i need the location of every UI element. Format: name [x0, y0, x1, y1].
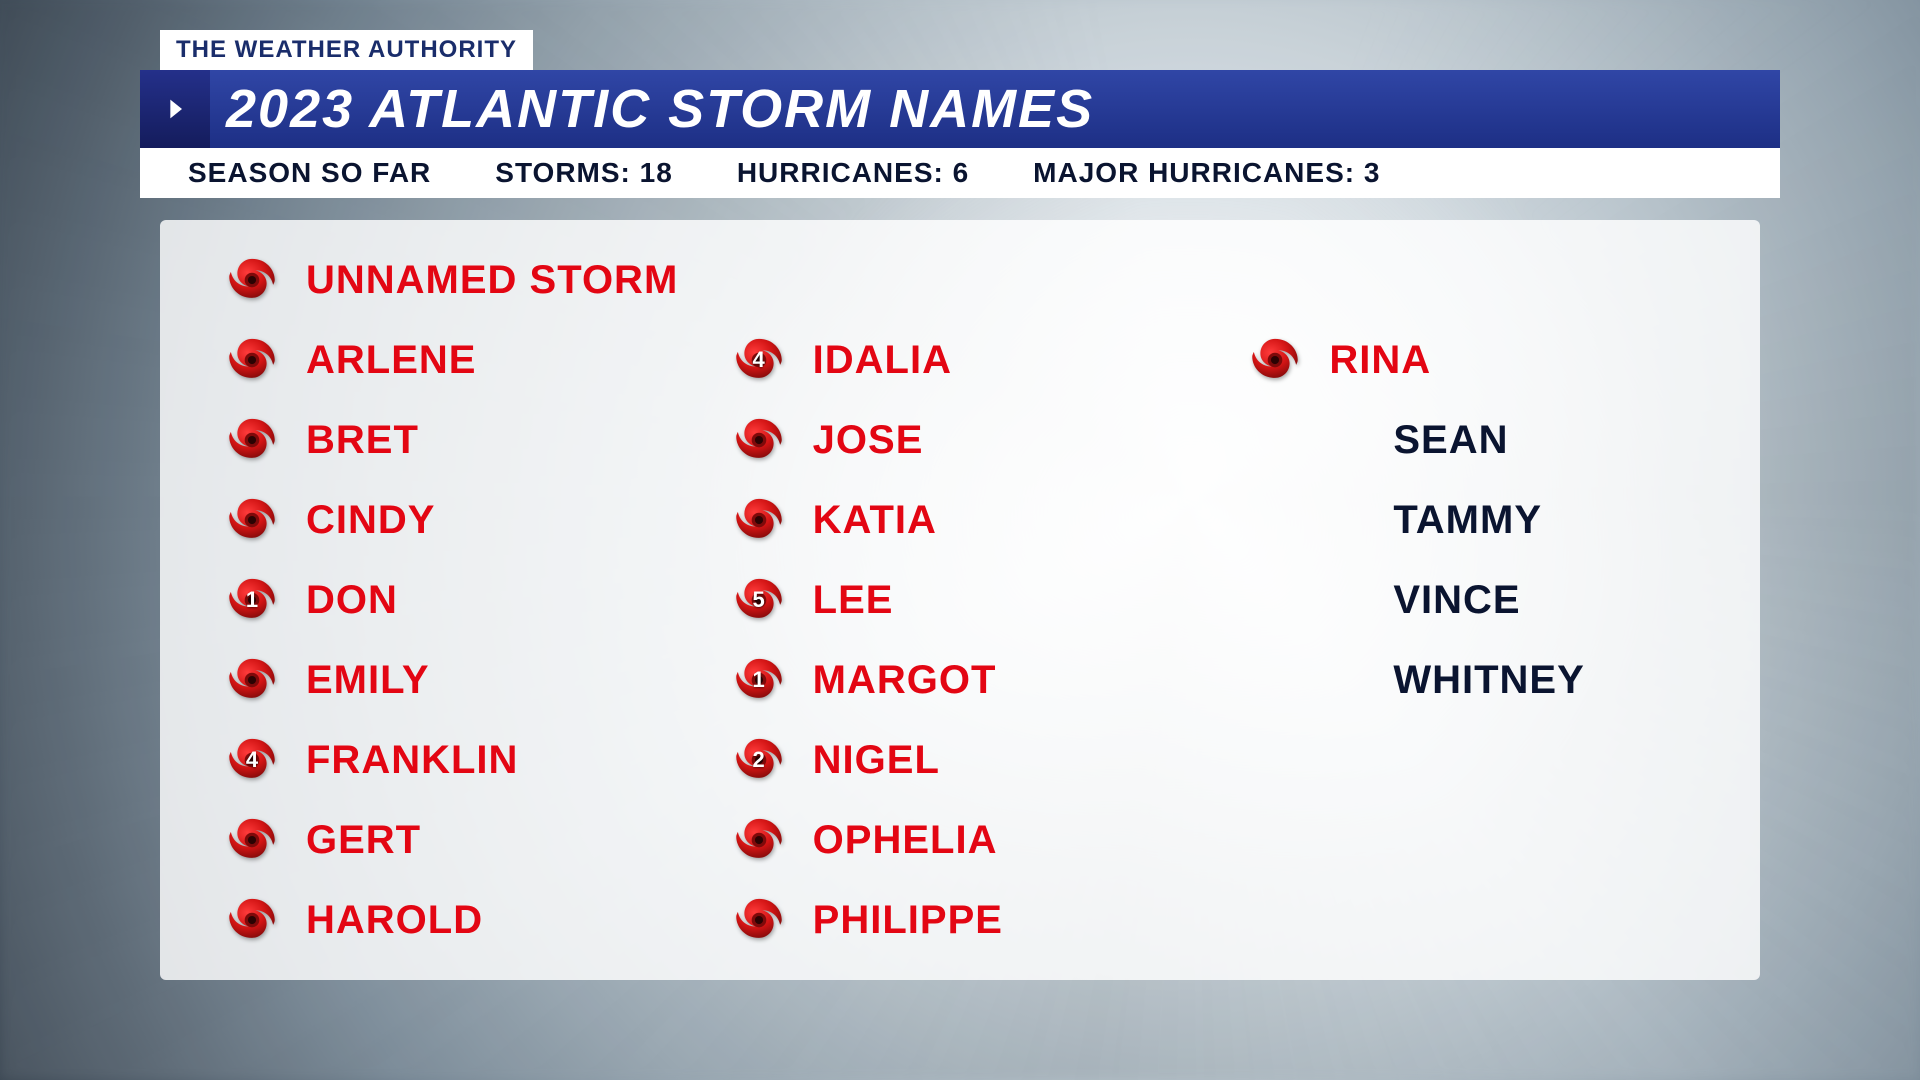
storm-name: RINA: [1329, 338, 1431, 383]
storm-row: 4 IDALIA: [727, 320, 1214, 400]
storm-row: RINA: [1243, 320, 1720, 400]
hurricane-icon: [727, 414, 791, 466]
storm-name: OPHELIA: [813, 818, 998, 863]
major-hurricanes-stat: MAJOR HURRICANES: 3: [1033, 157, 1380, 189]
hurricane-icon: 1: [727, 654, 791, 706]
hurricane-icon: [727, 814, 791, 866]
hurricane-icon: [220, 494, 284, 546]
hurricane-icon: [220, 894, 284, 946]
hurricane-icon: [220, 814, 284, 866]
storm-name: VINCE: [1393, 578, 1520, 623]
category-badge: 4: [753, 347, 765, 373]
storm-name: TAMMY: [1393, 498, 1542, 543]
storm-row: UNNAMED STORM: [220, 240, 707, 320]
storm-name: MARGOT: [813, 658, 997, 703]
hurricane-icon: 1: [220, 574, 284, 626]
storm-row: 5 LEE: [727, 560, 1214, 640]
storm-name: BRET: [306, 418, 419, 463]
storm-name: FRANKLIN: [306, 738, 518, 783]
hurricane-icon: 4: [220, 734, 284, 786]
category-badge: 4: [246, 747, 258, 773]
storm-name: GERT: [306, 818, 421, 863]
storm-name: PHILIPPE: [813, 898, 1003, 943]
hurricane-icon: 2: [727, 734, 791, 786]
hurricane-icon: [220, 654, 284, 706]
hurricane-icon: [1243, 334, 1307, 386]
category-badge: 1: [246, 587, 258, 613]
hurricane-icon: [727, 494, 791, 546]
storm-row: PHILIPPE: [727, 880, 1214, 960]
storm-row: VINCE: [1243, 560, 1720, 640]
storm-row: 4 FRANKLIN: [220, 720, 707, 800]
storm-row: HAROLD: [220, 880, 707, 960]
storm-row: BRET: [220, 400, 707, 480]
storm-name: UNNAMED STORM: [306, 258, 678, 303]
storm-name: IDALIA: [813, 338, 952, 383]
storm-row: WHITNEY: [1243, 640, 1720, 720]
storm-name: LEE: [813, 578, 894, 623]
hurricane-icon: [727, 894, 791, 946]
hurricane-icon: [220, 334, 284, 386]
storm-row: GERT: [220, 800, 707, 880]
storm-name: ARLENE: [306, 338, 476, 383]
brand-tag: THE WEATHER AUTHORITY: [160, 30, 533, 70]
storm-row: 2 NIGEL: [727, 720, 1214, 800]
hurricanes-stat: HURRICANES: 6: [737, 157, 969, 189]
season-label: SEASON SO FAR: [188, 157, 431, 189]
storm-name: KATIA: [813, 498, 937, 543]
page-title: 2023 ATLANTIC STORM NAMES: [226, 78, 1094, 140]
hurricane-icon: 4: [727, 334, 791, 386]
hurricane-icon: [220, 254, 284, 306]
storms-stat: STORMS: 18: [495, 157, 673, 189]
storm-row: SEAN: [1243, 400, 1720, 480]
storm-row: 1 DON: [220, 560, 707, 640]
storm-name: DON: [306, 578, 398, 623]
storm-name: NIGEL: [813, 738, 940, 783]
storm-row: JOSE: [727, 400, 1214, 480]
title-bar: 2023 ATLANTIC STORM NAMES: [140, 70, 1780, 148]
storm-name: SEAN: [1393, 418, 1508, 463]
storm-column: 4 IDALIA JOSE KATIA 5 LEE: [727, 240, 1214, 960]
storm-row: OPHELIA: [727, 800, 1214, 880]
weather-graphic: THE WEATHER AUTHORITY 2023 ATLANTIC STOR…: [0, 0, 1920, 1080]
storm-name: EMILY: [306, 658, 430, 703]
storm-name: JOSE: [813, 418, 924, 463]
storm-name: HAROLD: [306, 898, 483, 943]
category-badge: 2: [753, 747, 765, 773]
storm-row: KATIA: [727, 480, 1214, 560]
storm-name: CINDY: [306, 498, 435, 543]
storm-name: WHITNEY: [1393, 658, 1584, 703]
category-badge: 5: [753, 587, 765, 613]
storm-row: ARLENE: [220, 320, 707, 400]
names-panel: UNNAMED STORM ARLENE BRET CINDY: [160, 220, 1760, 980]
hurricane-icon: [220, 414, 284, 466]
storm-column: UNNAMED STORM ARLENE BRET CINDY: [220, 240, 707, 960]
storm-row: EMILY: [220, 640, 707, 720]
chevron-right-icon: [140, 70, 210, 148]
hurricane-icon: 5: [727, 574, 791, 626]
storm-row: CINDY: [220, 480, 707, 560]
storm-column: RINA SEAN TAMMY VINCE WHITNEY: [1233, 240, 1720, 960]
category-badge: 1: [753, 667, 765, 693]
stats-bar: SEASON SO FAR STORMS: 18 HURRICANES: 6 M…: [140, 148, 1780, 198]
storm-row: 1 MARGOT: [727, 640, 1214, 720]
storm-row: TAMMY: [1243, 480, 1720, 560]
